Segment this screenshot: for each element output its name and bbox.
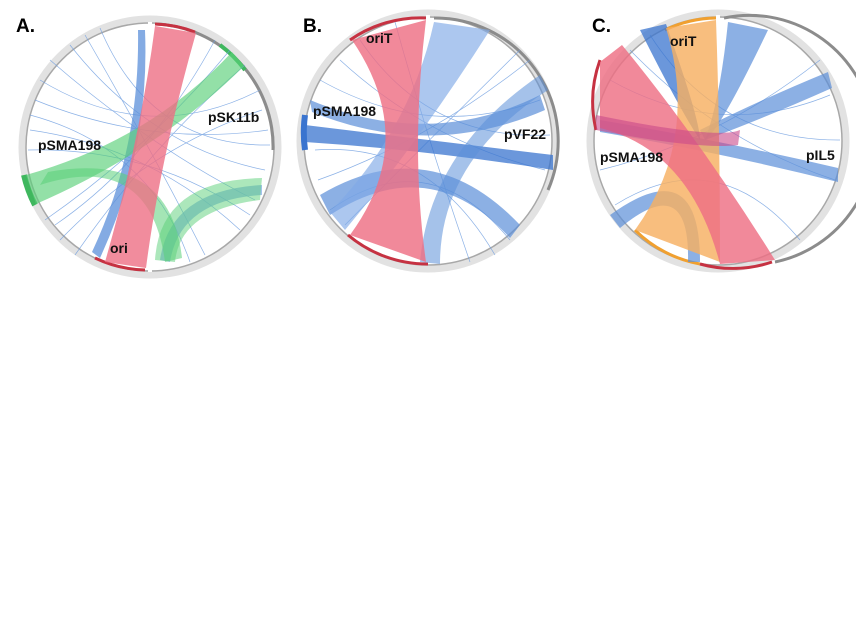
panel-b-red-marker xyxy=(347,233,429,266)
panel-b-blue-band xyxy=(305,125,553,170)
panel-b-label-psma198: pSMA198 xyxy=(313,103,376,119)
circos-figure: A. xyxy=(16,9,856,279)
panel-a-label-ori: ori xyxy=(110,240,128,256)
panel-c-red-marker xyxy=(699,260,773,270)
panel-a-green-band-3 xyxy=(155,178,262,262)
panel-c-label-pil5: pIL5 xyxy=(806,147,835,163)
panel-a-label-psma198: pSMA198 xyxy=(38,137,101,153)
panel-c-blue-band-2 xyxy=(700,72,832,140)
panel-a-track-ring xyxy=(18,15,282,279)
panel-a-ori-marker xyxy=(94,256,146,272)
panel-a-green-band xyxy=(26,52,244,204)
panel-c-label-orit: oriT xyxy=(670,33,697,49)
panel-b-track-ring xyxy=(296,9,560,273)
panel-c-orange-marker xyxy=(633,228,701,266)
panel-a-red-marker xyxy=(154,22,196,34)
panel-c-red-band xyxy=(600,45,775,264)
panel-c-purple-band xyxy=(596,115,740,146)
panel-b-pvf22-arc xyxy=(433,16,560,191)
panel-a-red-band xyxy=(105,26,196,268)
panel-c-pil5-arc xyxy=(723,13,856,264)
panel-c-label-psma198: pSMA198 xyxy=(600,149,663,165)
panel-a-green-bar xyxy=(21,174,38,207)
panel-a: A. xyxy=(16,15,282,279)
panel-b-label-orit: oriT xyxy=(366,30,393,46)
panel-a-label-psk11b: pSK11b xyxy=(208,109,259,125)
panel-a-letter: A. xyxy=(16,16,35,37)
panel-c-red-marker-2 xyxy=(591,59,602,131)
panel-c: C. oriT pSMA198 pIL5 xyxy=(586,9,856,273)
panel-b-label-pvf22: pVF22 xyxy=(504,126,546,142)
panel-c-blue-band-3 xyxy=(705,22,768,140)
panel-b-red-band xyxy=(350,20,426,262)
panel-b-orit-marker xyxy=(349,16,427,42)
panel-b-blue-band-5 xyxy=(420,75,548,264)
panel-b-letter: B. xyxy=(303,16,322,37)
figure: A. xyxy=(0,0,856,300)
panel-c-letter: C. xyxy=(592,16,611,37)
panel-b: B. oriT pSMA198 pVF22 xyxy=(296,9,560,273)
panel-b-blue-bar xyxy=(300,114,308,151)
